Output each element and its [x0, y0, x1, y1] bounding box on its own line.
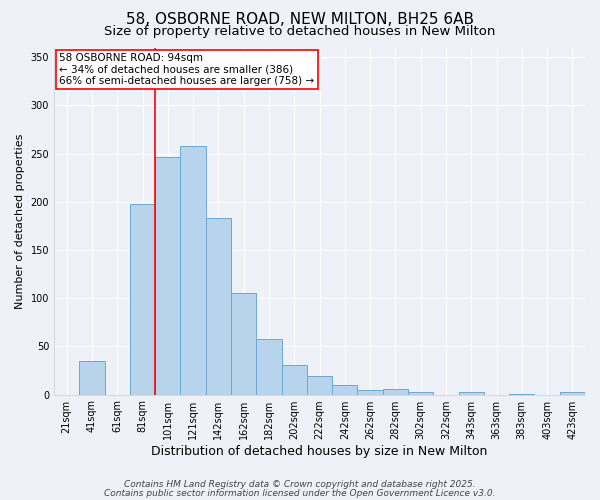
Bar — [130, 204, 155, 394]
Y-axis label: Number of detached properties: Number of detached properties — [15, 134, 25, 308]
Bar — [231, 294, 256, 394]
Bar — [256, 338, 281, 394]
Bar — [307, 376, 332, 394]
Bar — [383, 389, 408, 394]
Bar — [358, 390, 383, 394]
Text: Size of property relative to detached houses in New Milton: Size of property relative to detached ho… — [104, 25, 496, 38]
Text: Contains public sector information licensed under the Open Government Licence v3: Contains public sector information licen… — [104, 489, 496, 498]
Bar — [206, 218, 231, 394]
Text: 58, OSBORNE ROAD, NEW MILTON, BH25 6AB: 58, OSBORNE ROAD, NEW MILTON, BH25 6AB — [126, 12, 474, 28]
Bar — [181, 146, 206, 394]
Bar — [332, 385, 358, 394]
X-axis label: Distribution of detached houses by size in New Milton: Distribution of detached houses by size … — [151, 444, 488, 458]
Bar — [155, 158, 181, 394]
Text: Contains HM Land Registry data © Crown copyright and database right 2025.: Contains HM Land Registry data © Crown c… — [124, 480, 476, 489]
Bar — [79, 361, 104, 394]
Bar — [281, 364, 307, 394]
Bar — [560, 392, 585, 394]
Text: 58 OSBORNE ROAD: 94sqm
← 34% of detached houses are smaller (386)
66% of semi-de: 58 OSBORNE ROAD: 94sqm ← 34% of detached… — [59, 52, 314, 86]
Bar — [458, 392, 484, 394]
Bar — [408, 392, 433, 394]
